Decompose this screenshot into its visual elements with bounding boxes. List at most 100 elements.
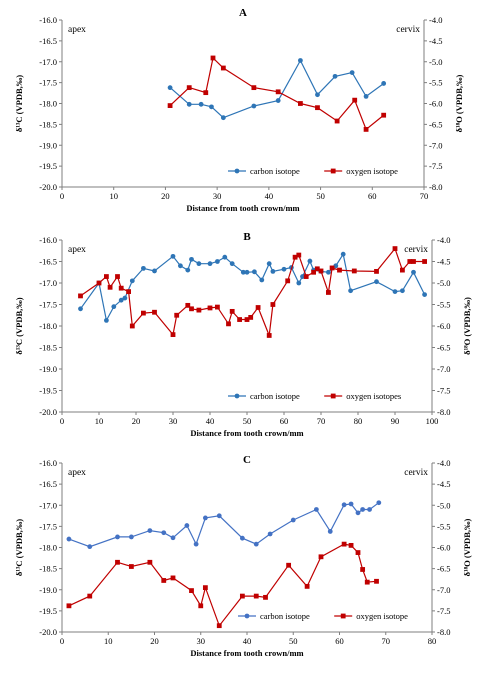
data-point — [374, 268, 379, 274]
series-line — [68, 502, 380, 548]
data-point — [189, 588, 194, 593]
data-point — [185, 267, 191, 273]
data-point — [128, 564, 134, 569]
y-tick-label: -17.0 — [39, 500, 57, 510]
data-point — [326, 269, 331, 275]
data-point — [115, 274, 120, 279]
y-tick-label: -20.0 — [39, 182, 57, 192]
series-line — [80, 252, 426, 323]
y2-tick-label: -5.0 — [437, 500, 450, 510]
data-point — [186, 85, 192, 91]
y2-tick-label: -6.5 — [437, 343, 450, 353]
apex-label: apex — [68, 245, 86, 255]
y2-tick-label: -7.5 — [429, 161, 442, 171]
data-point — [270, 268, 276, 274]
data-point — [170, 332, 176, 337]
y2-tick-label: -7.5 — [437, 386, 450, 396]
legend-marker — [234, 168, 240, 174]
y2-tick-label: -8.0 — [437, 407, 450, 417]
series-oxygen — [167, 55, 387, 132]
y2-tick-label: -5.5 — [437, 300, 450, 310]
data-point — [115, 534, 120, 540]
x-tick-label: 20 — [161, 191, 170, 201]
legend: carbon isotope oxygen isotopes — [228, 391, 401, 401]
data-point — [178, 263, 183, 269]
x-tick-label: 30 — [169, 416, 178, 426]
y-tick-label: -18.5 — [39, 564, 57, 574]
y2-axis-title: δ¹⁸O (VPDB,‰) — [462, 518, 472, 576]
data-point — [307, 258, 313, 264]
data-point — [107, 284, 113, 290]
data-point — [292, 254, 298, 260]
data-point — [240, 269, 246, 275]
data-point — [270, 302, 276, 307]
data-point — [122, 295, 128, 301]
data-point — [216, 513, 222, 519]
legend-label: carbon isotope — [250, 166, 300, 176]
y-tick-label: -17.5 — [39, 78, 57, 88]
series-carbon — [66, 500, 382, 550]
data-point — [210, 55, 216, 61]
y2-axis-title: δ¹⁸O (VPDB,‰) — [462, 297, 472, 355]
x-tick-label: 40 — [206, 416, 215, 426]
data-point — [392, 289, 398, 294]
data-point — [141, 265, 146, 271]
data-point — [285, 278, 291, 284]
y2-tick-label: -5.5 — [429, 78, 442, 88]
cervix-label: cervix — [396, 25, 420, 35]
x-tick-label: 0 — [60, 191, 64, 201]
data-point — [298, 58, 303, 63]
x-tick-label: 0 — [60, 636, 64, 646]
cervix-label: cervix — [404, 245, 428, 255]
data-point — [118, 297, 124, 303]
data-point — [275, 89, 281, 95]
panel-title: B — [243, 231, 251, 243]
data-point — [341, 541, 347, 547]
data-point — [349, 70, 355, 76]
data-point — [329, 265, 335, 271]
data-point — [374, 279, 379, 285]
y-tick-label: -16.5 — [39, 257, 57, 267]
y-tick-label: -18.5 — [39, 119, 57, 129]
y2-axis-title: δ¹⁸O (VPDB,‰) — [454, 74, 464, 132]
legend-marker — [330, 168, 336, 174]
data-point — [215, 304, 220, 310]
y2-tick-label: -5.5 — [437, 521, 450, 531]
data-point — [66, 536, 72, 542]
data-point — [332, 73, 338, 79]
x-tick-label: 50 — [289, 636, 298, 646]
data-point — [263, 594, 268, 600]
y2-tick-label: -8.0 — [437, 627, 450, 637]
data-point — [337, 267, 342, 273]
data-point — [128, 534, 134, 540]
y-axis-title: δ¹³C (VPDB,‰) — [14, 75, 24, 132]
data-point — [152, 268, 157, 274]
data-point — [104, 318, 109, 323]
data-point — [376, 500, 382, 506]
x-tick-label: 50 — [316, 191, 325, 201]
y-tick-label: -16.0 — [39, 458, 57, 468]
data-point — [207, 261, 213, 267]
data-point — [222, 254, 228, 260]
data-point — [251, 103, 257, 109]
panel-b: B -20.0 -19.5 -19.0 -18.5 -18.0 -17.5 -17.0 -16.… — [14, 231, 472, 438]
x-tick-label: 20 — [132, 416, 141, 426]
data-point — [185, 302, 191, 308]
data-point — [174, 312, 180, 318]
data-point — [161, 530, 167, 536]
data-point — [290, 517, 296, 523]
y-tick-label: -16.5 — [39, 479, 57, 489]
data-point — [253, 541, 259, 547]
x-tick-label: 60 — [280, 416, 289, 426]
x-tick-label: 30 — [213, 191, 222, 201]
legend-label: oxygen isotope — [356, 611, 408, 621]
series-carbon — [167, 58, 387, 121]
y-tick-label: -18.0 — [39, 99, 57, 109]
data-point — [161, 578, 167, 583]
data-point — [229, 261, 235, 267]
data-point — [298, 101, 303, 106]
y2-tick-label: -7.0 — [437, 585, 450, 595]
series-line — [80, 247, 425, 336]
data-point — [327, 529, 333, 534]
data-point — [251, 85, 257, 91]
